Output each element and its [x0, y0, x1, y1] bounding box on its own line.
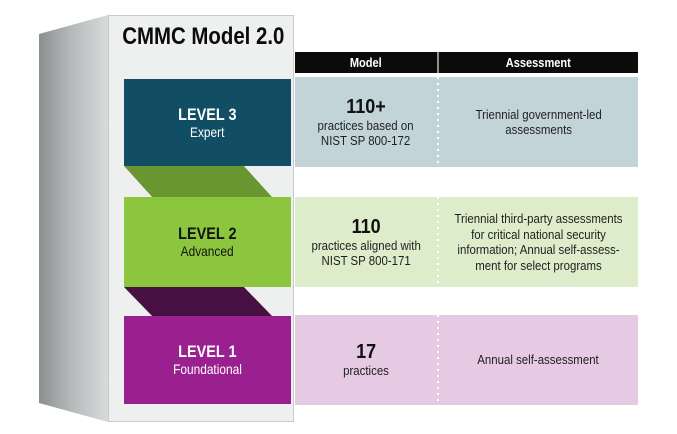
level-3-assessment-cell: Triennial government-led assessments [439, 77, 638, 167]
level-2-practice-count: 110 [351, 215, 381, 238]
table-row-level-3: 110+ practices based on NIST SP 800-172 … [295, 77, 638, 167]
table-row-level-2: 110 practices aligned with NIST SP 800-1… [295, 197, 638, 287]
level-1-model-cell: 17 practices [295, 315, 437, 405]
connector-level3-level2 [124, 166, 272, 197]
table-row-level-1: 17 practices Annual self-assessment [295, 315, 638, 405]
level-2-tier: Advanced [181, 243, 234, 259]
table-header: Model Assessment [295, 52, 638, 73]
header-column-divider [437, 52, 439, 73]
level-3-model-cell: 110+ practices based on NIST SP 800-172 [295, 77, 437, 167]
level-3-label: LEVEL 3 [178, 104, 237, 124]
level-2-model-cell: 110 practices aligned with NIST SP 800-1… [295, 197, 437, 287]
level-1-assessment-text: Annual self-assessment [477, 352, 600, 368]
level-3-practice-count: 110+ [346, 95, 386, 118]
level-1-tier: Foundational [173, 361, 242, 377]
row-column-divider [437, 197, 439, 287]
level-3-tier: Expert [190, 123, 225, 140]
level-1-label: LEVEL 1 [178, 342, 237, 361]
level-2-box: LEVEL 2 Advanced [124, 197, 291, 287]
level-3-model-description: practices based on NIST SP 800-172 [317, 117, 415, 149]
column-header-assessment: Assessment [439, 52, 638, 73]
level-2-label: LEVEL 2 [178, 224, 237, 243]
connector-level2-level1 [124, 287, 272, 316]
level-2-model-description: practices aligned with NIST SP 800-171 [311, 237, 421, 269]
column-header-assessment-text: Assessment [505, 55, 572, 70]
level-3-assessment-text: Triennial government-led assessments [475, 106, 602, 138]
level-2-assessment-text: Triennial third-party assessments for cr… [454, 211, 623, 273]
column-header-model-text: Model [350, 55, 382, 70]
page-title: CMMC Model 2.0 [108, 25, 294, 49]
box-side-face [39, 15, 108, 422]
level-3-box: LEVEL 3 Expert [124, 79, 291, 166]
level-1-assessment-cell: Annual self-assessment [439, 315, 638, 405]
level-1-box: LEVEL 1 Foundational [124, 316, 291, 404]
level-1-model-description: practices [343, 363, 389, 379]
page-title-text: CMMC Model 2.0 [122, 23, 285, 50]
level-2-assessment-cell: Triennial third-party assessments for cr… [439, 197, 638, 287]
row-column-divider [437, 315, 439, 405]
row-column-divider [437, 77, 439, 167]
level-1-practice-count: 17 [355, 341, 377, 364]
column-header-model: Model [295, 52, 437, 73]
